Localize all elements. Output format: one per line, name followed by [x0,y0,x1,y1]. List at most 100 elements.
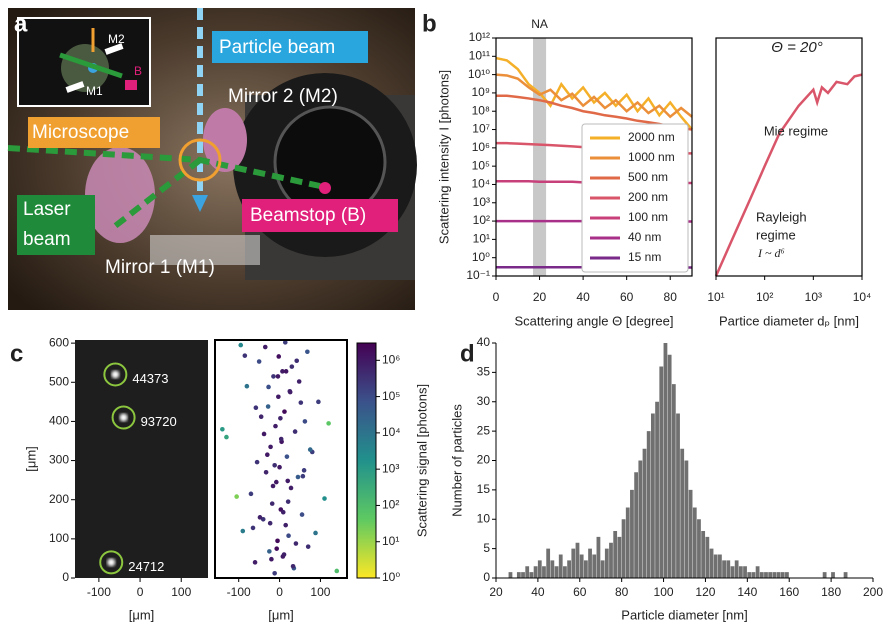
bar [516,572,521,578]
x-tick-label: 120 [695,585,715,599]
y-tick-label: 10⁷ [472,122,490,136]
point [284,454,290,459]
bar [785,572,789,578]
y-tick-label: 600 [49,335,69,349]
bar [596,536,601,578]
y-tick-label: 10⁵ [472,158,490,172]
particle-glow [107,558,116,567]
particle-ring [103,362,128,387]
bar [705,536,710,578]
y-tick-label: 10⁴ [471,177,490,191]
photo: M2 M1 B Particle beam Mirror 2 (M2) Micr… [7,8,417,310]
shaded-band [533,38,547,276]
x-tick-label: 60 [620,290,634,304]
point [267,549,272,554]
bar [583,560,588,578]
colorbar-label: Scattering signal [photons] [414,384,429,537]
y-tick-label: 10⁰ [472,250,490,264]
y-tick-label: 10⁶ [472,140,490,154]
point [273,423,278,429]
x-tick-label: 160 [779,585,799,599]
data-label: 44373 [132,371,168,386]
x-tick-label: 60 [573,585,587,599]
x-tick-label: 100 [171,585,191,599]
point [302,419,308,424]
bar [533,566,538,578]
x-axis-label: Partice diameter dₚ [nm] [719,313,859,328]
bar [600,560,605,578]
colorbar-tick-label: 10² [382,498,399,512]
point [281,552,287,557]
x-tick-label: 140 [737,585,757,599]
y-axis-label: Scattering intensity I [photons] [436,70,451,244]
bar [671,384,676,578]
legend-label: 15 nm [628,250,661,264]
inset-m1 [65,81,85,93]
point [254,459,260,465]
point [313,530,318,536]
colorbar-tick-label: 10⁰ [382,570,400,584]
point [240,528,246,534]
point [234,494,239,499]
bar [709,548,714,578]
y-tick-label: 15 [477,482,491,496]
point [265,452,270,457]
point [267,520,273,526]
point [292,429,298,434]
inset-label: M1 [86,84,103,98]
bar [634,472,639,578]
point [238,342,244,348]
point [269,501,275,506]
bar [529,572,534,578]
point [282,409,287,414]
plot-frame [495,37,693,277]
particle-ring [111,405,136,430]
point [278,415,283,421]
y-tick-label: 0 [483,570,490,584]
point [305,349,310,355]
plot-frame [715,37,863,277]
x-tick-label: 10¹ [707,290,724,304]
series-line [495,56,693,131]
bar [579,554,584,578]
x-tick-label: 0 [276,585,283,599]
y-tick-label: 100 [49,531,69,545]
bar [630,489,634,578]
label-box [242,199,398,232]
point [283,522,288,528]
bar [692,507,697,578]
y-tick-label: 10⁻¹ [466,268,490,282]
photo-label: Mirror 1 (M1) [105,257,215,278]
beamstop-dot [319,182,331,194]
x-tick-label: 40 [576,290,590,304]
point [262,344,268,350]
photo-label: beam [23,229,71,250]
label-box [212,31,368,63]
photo-label: Mirror 2 (M2) [228,86,338,107]
point [244,383,250,389]
panel-label: c [10,340,23,367]
bar [768,572,773,578]
bar [713,554,718,578]
chart-title: Θ = 20° [771,39,822,56]
bar [772,572,777,578]
y-tick-label: 10 [477,511,491,525]
colorbar-tick-label: 10¹ [382,534,399,548]
y-tick-label: 25 [477,423,491,437]
bar [571,548,576,578]
y-tick-label: 10⁸ [472,103,490,117]
bar [701,531,706,578]
legend-label: 100 nm [628,210,668,224]
legend-box [581,123,689,273]
bar [759,572,764,578]
legend-label: 200 nm [628,190,668,204]
point [263,470,269,475]
point [283,369,289,374]
bar [521,572,525,578]
photo-label: Microscope [32,122,129,143]
bar [697,519,701,578]
point [250,525,256,531]
bar [718,554,722,578]
bar [738,566,743,578]
bar [563,566,567,578]
